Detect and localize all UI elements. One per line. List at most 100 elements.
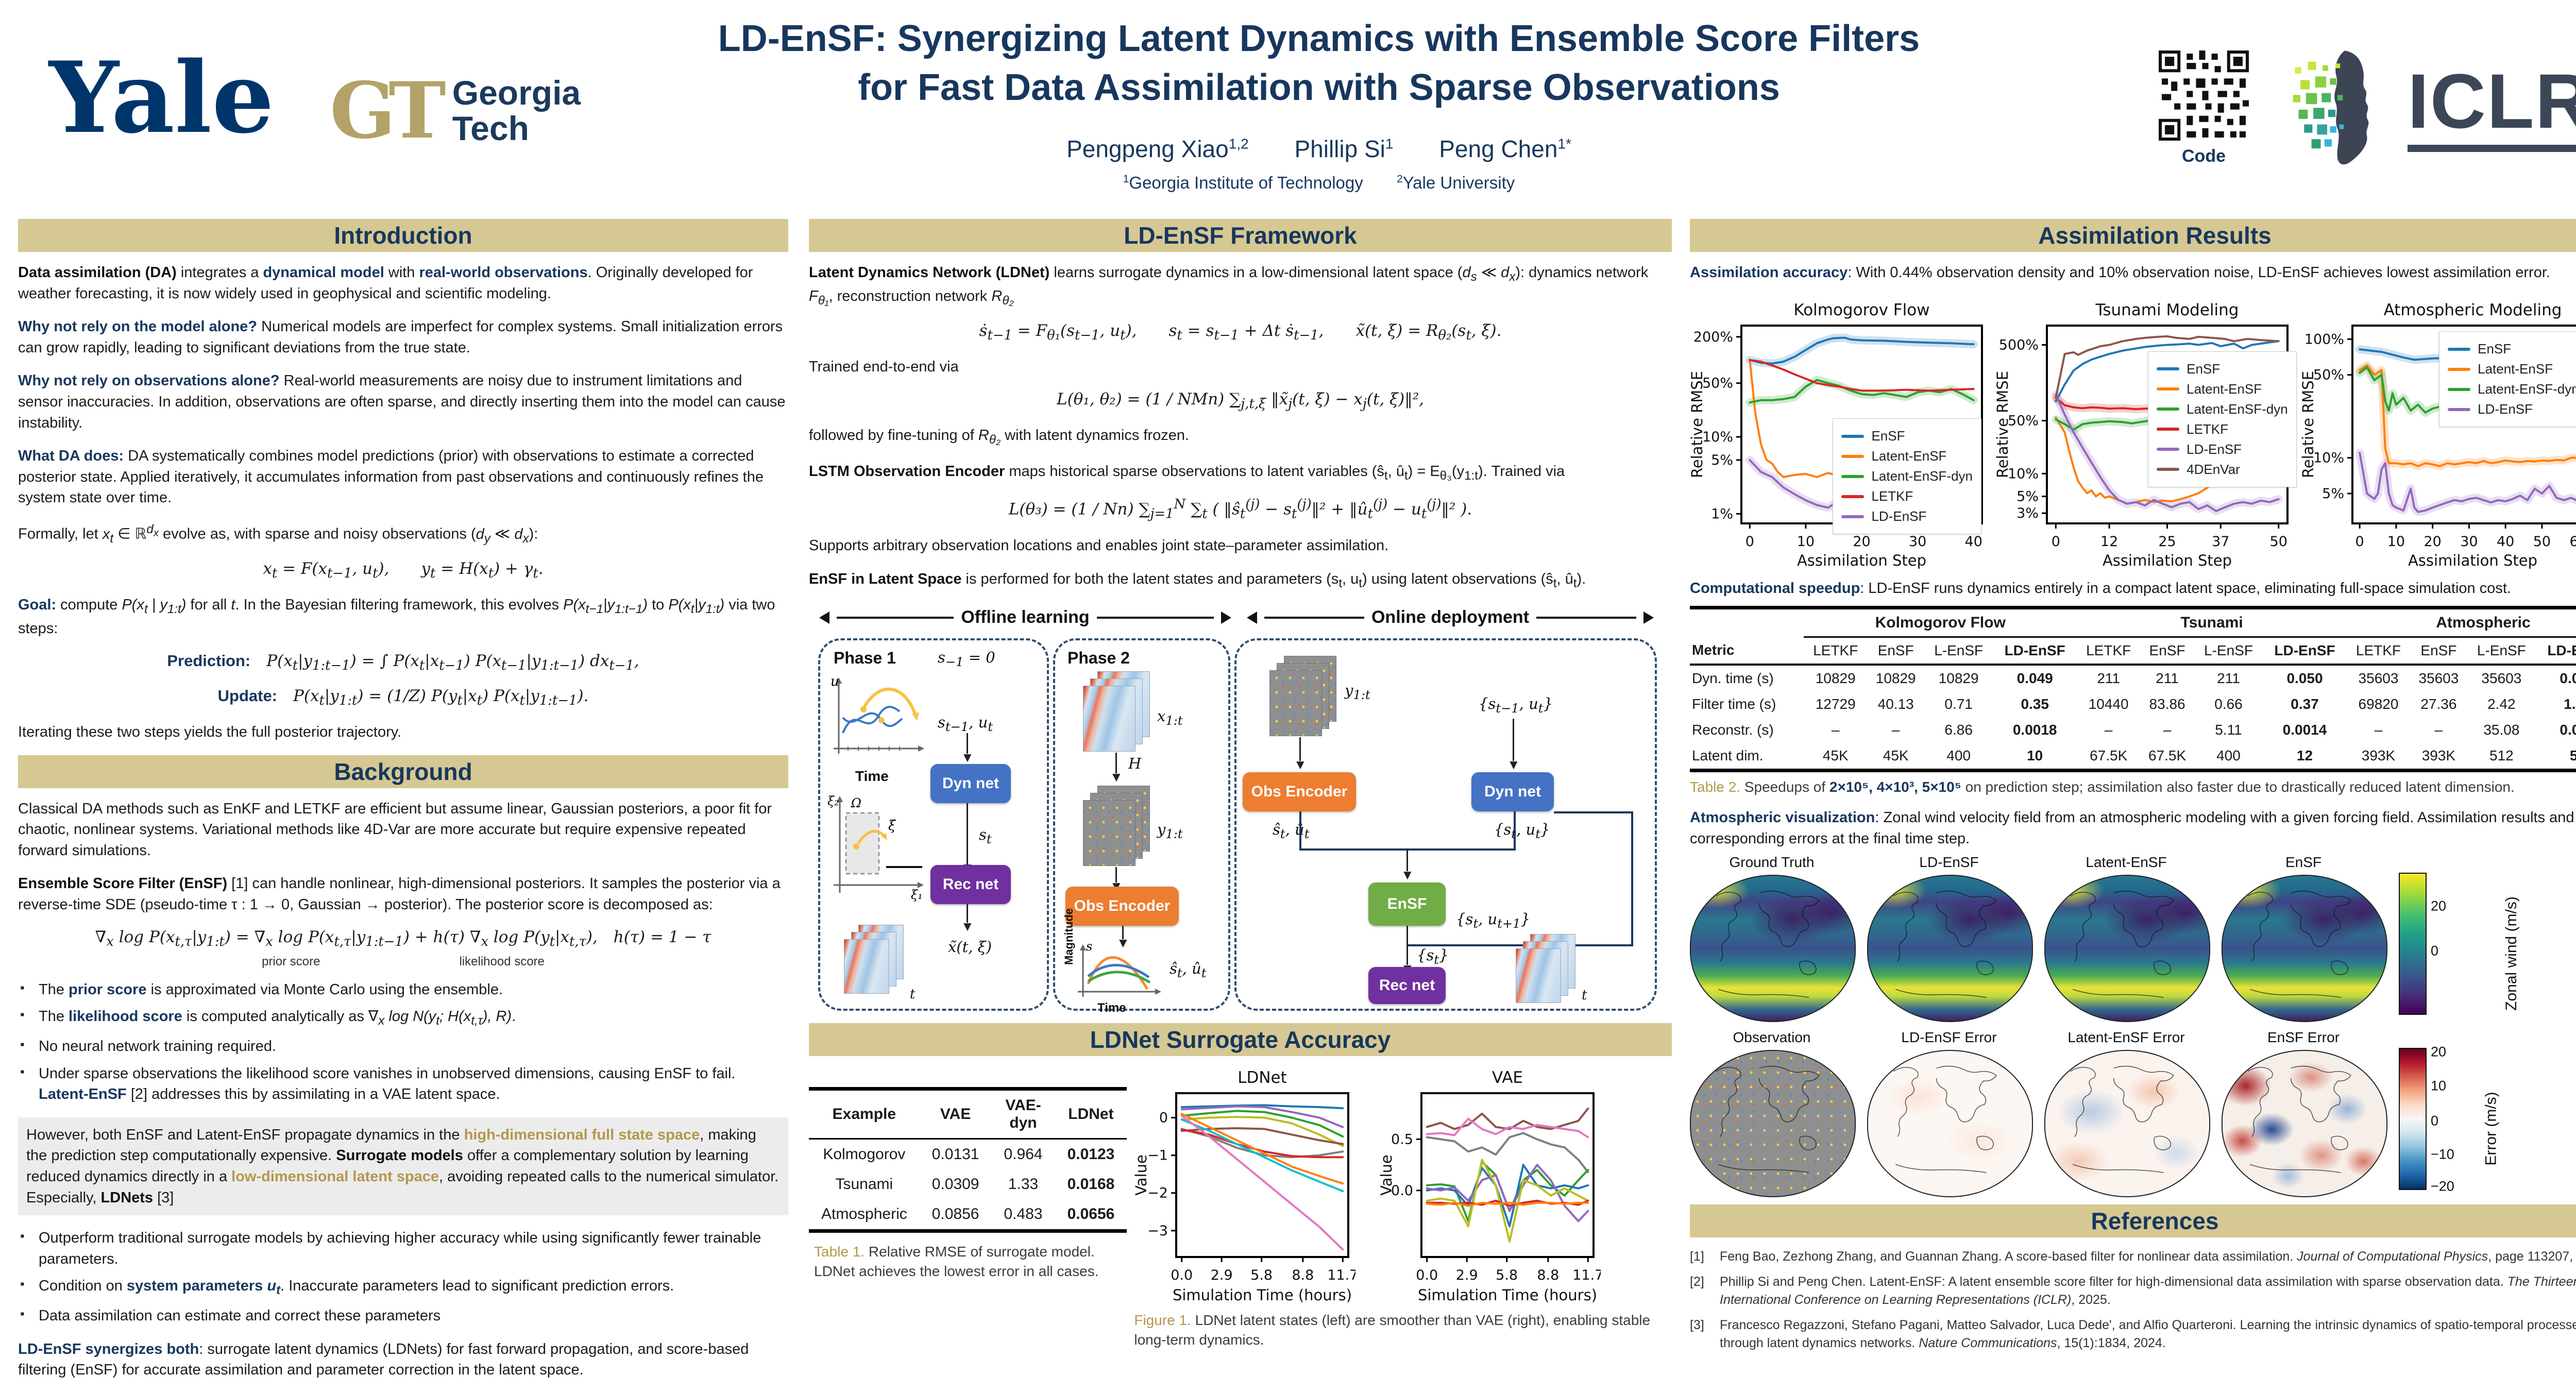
table2-group-header: Tsunami [2077, 607, 2347, 638]
svg-text:VAE: VAE [1492, 1068, 1523, 1087]
bg-bullet-5: Outperform traditional surrogate models … [20, 1228, 788, 1269]
table2-subheader: LETKF [2086, 642, 2131, 659]
svg-text:ξ₂: ξ₂ [827, 794, 839, 808]
qr-code-block: Code [2156, 50, 2251, 166]
st-only-label: {st} [1417, 946, 1449, 967]
bg-bullet-7: Data assimilation can estimate and corre… [20, 1305, 788, 1327]
table2-cell: – [2163, 722, 2172, 738]
bg-bullet-2: The likelihood score is computed analyti… [20, 1006, 788, 1030]
colorbar-error: Error (m/s) 20 10 0 −10 −20 [2399, 1043, 2500, 1197]
svg-text:Tsunami Modeling: Tsunami Modeling [2095, 301, 2239, 319]
svg-text:Relative RMSE: Relative RMSE [2301, 371, 2317, 478]
ensf-box: EnSF [1368, 882, 1446, 926]
table-row: Kolmogorov 0.0131 0.964 0.0123 [809, 1139, 1127, 1170]
author-1: Pengpeng Xiao1,2 [1066, 135, 1249, 162]
svg-text:0: 0 [2355, 534, 2364, 550]
table2-subheader: EnSF [2420, 642, 2457, 659]
bg-bullet-1: The prior score is approximated via Mont… [20, 979, 788, 1000]
bg-paragraph-2: Ensemble Score Filter (EnSF) [1] can han… [18, 875, 781, 913]
st-label: st [979, 826, 992, 846]
reference-2: [2] Phillip Si and Peng Chen. Latent-EnSF… [1690, 1275, 2576, 1307]
maps-row-1: Ground Truth LD-EnSF Latent-EnSF EnSF Zo… [1690, 854, 2576, 1023]
table1-cell: 0.0656 [1067, 1205, 1115, 1223]
colorbar-zonal-wind: Zonal wind (m/s) 20 0 [2399, 868, 2520, 1022]
table2-cell: 52 [2569, 748, 2576, 764]
table2-cell: 10 [2027, 748, 2043, 764]
table1-cell: 1.33 [1008, 1176, 1039, 1193]
arrow-right-icon [1643, 611, 1654, 624]
results-atmos-text: Atmospheric visualization: Zonal wind ve… [1690, 809, 2574, 847]
fw-formula-loss2: L(θ₃) = (1 / Nn) ∑j=1N ∑t ( ‖ŝt(j) − st(… [1008, 497, 1472, 522]
kolmogorov-plot: 0 10 20 30 40 200% 50% 10% 5% 1% Kolmogorov Flow As… [1688, 296, 1991, 574]
table2-caption: Table 2. Speedups of 2×10⁵, 4×10³, 5×10⁵… [1690, 779, 2515, 795]
section-surrogate-header: LDNet Surrogate Accuracy [809, 1023, 1672, 1057]
title-line-1: LD-EnSF: Synergizing Latent Dynamics wit… [718, 18, 1920, 59]
table2-subheader: EnSF [2149, 642, 2185, 659]
colorbar-error-gradient [2399, 1048, 2427, 1191]
svg-text:10: 10 [2387, 534, 2405, 550]
dyn-net-box-online: Dyn net [1471, 772, 1554, 812]
st-ut-label: {st, ut} [1494, 821, 1550, 841]
bg-paragraph-1: Classical DA methods such as EnKF and LE… [18, 800, 772, 859]
legend-entry: LETKF [2157, 421, 2288, 437]
table2-cell: 0.070 [2560, 670, 2576, 687]
table1-cell: 0.964 [1004, 1146, 1043, 1163]
map-ld-ensf: LD-EnSF [1867, 854, 2033, 1023]
intro-paragraph-5: Formally, let xt ∈ ℝdx evolve as, with s… [18, 522, 538, 546]
svg-text:40: 40 [2497, 534, 2514, 550]
table1-cell: Kolmogorov [823, 1146, 906, 1163]
arrow-left-icon [819, 611, 829, 624]
iclr-logo: ICLR [2287, 46, 2576, 167]
map-ld-ensf-error: LD-EnSF Error [1867, 1029, 2033, 1198]
legend-entry: EnSF [1841, 428, 1973, 444]
intro-formula-update: Update: P(xt|y1:t) = (1/Z) P(yt|xt) P(xt… [217, 686, 589, 708]
table1-header: VAE-dyn [1005, 1097, 1041, 1132]
svg-text:100%: 100% [2304, 331, 2344, 347]
table2-subheader: LD-EnSF [2547, 642, 2576, 659]
gt-monogram-icon: GT [330, 65, 446, 156]
legend-entry: Latent-EnSF-dyn [2157, 401, 2288, 417]
table2-cell: 512 [2489, 748, 2514, 764]
svg-text:0.0: 0.0 [1391, 1183, 1413, 1199]
globe-ensf-error [2222, 1050, 2387, 1198]
table2-cell: 40.13 [1877, 696, 1914, 712]
legend-entry: Latent-EnSF-dyn [1841, 468, 1973, 484]
globe-ground-truth [1690, 875, 1856, 1023]
svg-text:0: 0 [1159, 1110, 1168, 1126]
latent-space-plot: ξ₂ ξ₁ Ω ξ [827, 794, 924, 902]
section-background-header: Background [18, 755, 788, 788]
table1-cell: 0.0856 [931, 1205, 979, 1223]
svg-text:50%: 50% [2313, 367, 2344, 383]
svg-text:ξ: ξ [888, 818, 896, 834]
chart-legend: EnSF Latent-EnSF Latent-EnSF-dyn LETKF LD-En… [1833, 418, 1982, 535]
table2-cell: 12 [2296, 748, 2313, 764]
intro-formula-prediction: Prediction: P(xt|y1:t−1) = ∫ P(xt|xt−1) … [167, 651, 639, 673]
x1t-label: x1:t [1157, 707, 1183, 728]
table2-cell: – [2434, 722, 2443, 738]
bg-formula-score: ∇x log P(xt,τ|y1:t) = ∇x log P(xt,τ|y1:t… [95, 927, 711, 949]
globe-ld-ensf-error [1867, 1050, 2033, 1198]
svg-text:Simulation Time (hours): Simulation Time (hours) [1418, 1286, 1597, 1304]
bg-formula-underbraces: prior score likelihood score [18, 955, 788, 969]
phase1-label: Phase 1 [834, 649, 896, 668]
table2-cell: – [1831, 722, 1840, 738]
table2-cell: 2.42 [2487, 696, 2516, 712]
offline-learning-span: Offline learning [819, 607, 1232, 627]
svg-text:40: 40 [1965, 534, 1982, 550]
table2-group-header: Kolmogorov Flow [1804, 607, 2077, 638]
svg-text:5.8: 5.8 [1251, 1267, 1273, 1283]
legend-entry: EnSF [2448, 341, 2576, 357]
poster-title: LD-EnSF: Synergizing Latent Dynamics wit… [0, 14, 2576, 112]
legend-entry: Latent-EnSF [2448, 361, 2576, 377]
likelihood-score-brace-label: likelihood score [459, 954, 545, 969]
phase1-box [818, 638, 1049, 1011]
colorbar-tick: −20 [2431, 1178, 2454, 1194]
fw-paragraph-6: EnSF in Latent Space is performed for bo… [809, 570, 1586, 590]
phase2-box [1053, 638, 1230, 1011]
rec-net-box-online: Rec net [1368, 967, 1446, 1005]
table2-subheader: L-EnSF [2204, 642, 2253, 659]
bg-bullet-3: No neural network training required. [20, 1036, 788, 1057]
table2-subheader: EnSF [1877, 642, 1914, 659]
intro-paragraph-7: Iterating these two steps yields the ful… [18, 724, 402, 740]
title-line-2: for Fast Data Assimilation with Sparse O… [858, 67, 1780, 109]
